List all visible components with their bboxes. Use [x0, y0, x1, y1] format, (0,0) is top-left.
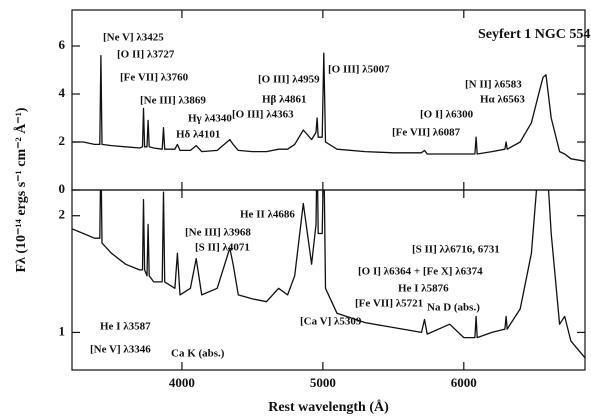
line-label: He I λ3587 — [100, 321, 151, 333]
x-tick-label: 6000 — [451, 375, 477, 390]
line-label: [O I] λ6364 + [Fe X] λ6374 — [358, 266, 483, 278]
y-tick-label: 0 — [59, 181, 66, 196]
y-tick-label: 2 — [59, 207, 66, 222]
y-axis-label: Fλ (10⁻¹⁴ ergs s⁻¹ cm⁻² Å⁻¹) — [13, 107, 29, 272]
plot-area — [72, 52, 585, 162]
line-label: Ca K (abs.) — [171, 348, 225, 360]
line-label: [S II] λ4071 — [195, 242, 250, 254]
plot-area — [72, 190, 585, 359]
line-label: Hδ λ4101 — [176, 129, 220, 141]
y-tick-label: 4 — [59, 85, 66, 100]
line-label: [O I] λ6300 — [420, 109, 474, 121]
line-label: Na D (abs.) — [427, 302, 480, 314]
spectrum-line — [72, 52, 585, 162]
line-label: [S II] λλ6716, 6731 — [412, 244, 500, 256]
line-label: [Fe VII] λ6087 — [392, 127, 461, 139]
line-label: [O III] λ4959 — [258, 74, 320, 86]
line-label: [O III] λ5007 — [328, 64, 390, 76]
line-label: [Ne III] λ3968 — [185, 227, 251, 239]
x-axis-label: Rest wavelength (Å) — [268, 399, 389, 415]
x-tick-label: 4000 — [169, 375, 195, 390]
line-label: [Ca V] λ5309 — [300, 316, 362, 328]
line-label: [O III] λ4363 — [232, 109, 294, 121]
spectrum-line — [72, 190, 585, 359]
panel-frame — [71, 189, 586, 371]
line-label: [O II] λ3727 — [117, 49, 175, 61]
line-label: [N II] λ6583 — [465, 79, 522, 91]
line-label: Hβ λ4861 — [262, 94, 307, 106]
x-tick-label: 5000 — [310, 375, 336, 390]
line-label: [Ne III] λ3869 — [140, 95, 206, 107]
line-label: He II λ4686 — [240, 209, 295, 221]
line-label: He I λ5876 — [398, 283, 449, 295]
line-label: Hα λ6563 — [480, 94, 525, 106]
line-label: [Ne V] λ3346 — [90, 344, 151, 356]
y-tick-label: 1 — [59, 323, 66, 338]
line-label: [Fe VII] λ5721 — [355, 298, 423, 310]
line-label: [Fe VII] λ3760 — [120, 72, 189, 84]
line-label: [Ne V] λ3425 — [103, 32, 164, 44]
y-tick-label: 2 — [59, 133, 66, 148]
chart-title: Seyfert 1 NGC 5548 — [478, 27, 591, 42]
y-tick-label: 6 — [59, 37, 66, 52]
line-label: Hγ λ4340 — [188, 113, 232, 125]
